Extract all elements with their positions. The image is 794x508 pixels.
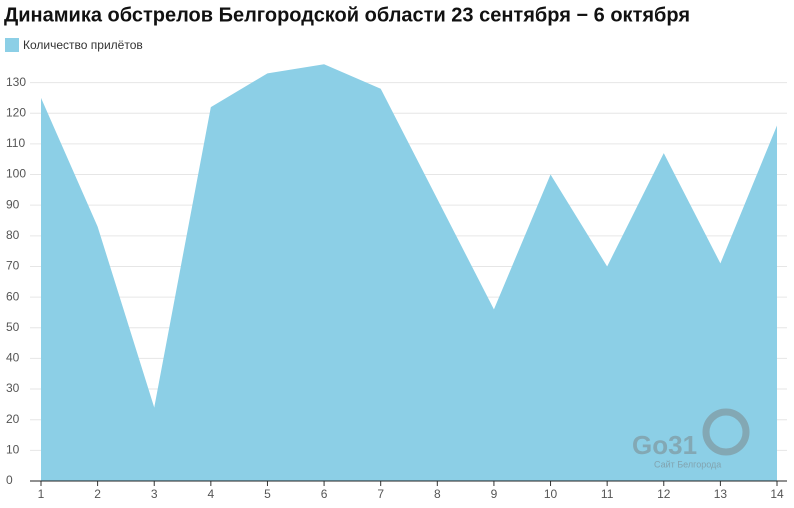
x-tick-label: 3 bbox=[151, 487, 158, 501]
x-tick-label: 1 bbox=[38, 487, 45, 501]
x-tick-label: 5 bbox=[264, 487, 271, 501]
y-tick-label: 40 bbox=[6, 351, 20, 365]
x-tick-label: 7 bbox=[377, 487, 384, 501]
legend-swatch bbox=[5, 38, 19, 52]
area bbox=[41, 64, 777, 481]
y-tick-label: 110 bbox=[6, 136, 25, 150]
y-tick-label: 80 bbox=[6, 228, 20, 242]
y-tick-label: 130 bbox=[6, 75, 26, 89]
x-tick-label: 4 bbox=[208, 487, 215, 501]
x-tick-label: 9 bbox=[491, 487, 498, 501]
y-tick-label: 20 bbox=[6, 412, 20, 426]
x-tick-label: 10 bbox=[544, 487, 558, 501]
y-tick-label: 30 bbox=[6, 381, 20, 395]
watermark-pin bbox=[702, 408, 750, 456]
legend-label: Количество прилётов bbox=[23, 38, 143, 52]
x-tick-label: 13 bbox=[714, 487, 728, 501]
y-tick-label: 50 bbox=[6, 320, 20, 334]
y-tick-label: 10 bbox=[6, 443, 20, 457]
x-tick-label: 14 bbox=[770, 487, 784, 501]
x-tick-label: 6 bbox=[321, 487, 328, 501]
y-tick-label: 0 bbox=[6, 473, 13, 487]
y-tick-label: 100 bbox=[6, 167, 26, 181]
watermark-logo: Go31 bbox=[632, 430, 697, 460]
watermark-caption: Сайт Белгорода bbox=[654, 459, 721, 469]
chart-title: Динамика обстрелов Белгородской области … bbox=[4, 4, 690, 26]
y-tick-label: 70 bbox=[6, 259, 20, 273]
x-tick-label: 2 bbox=[94, 487, 101, 501]
x-tick-label: 12 bbox=[657, 487, 671, 501]
x-tick-label: 8 bbox=[434, 487, 441, 501]
x-tick-label: 11 bbox=[601, 487, 614, 501]
y-tick-label: 60 bbox=[6, 289, 20, 303]
y-tick-label: 120 bbox=[6, 105, 26, 119]
y-tick-label: 90 bbox=[6, 197, 20, 211]
